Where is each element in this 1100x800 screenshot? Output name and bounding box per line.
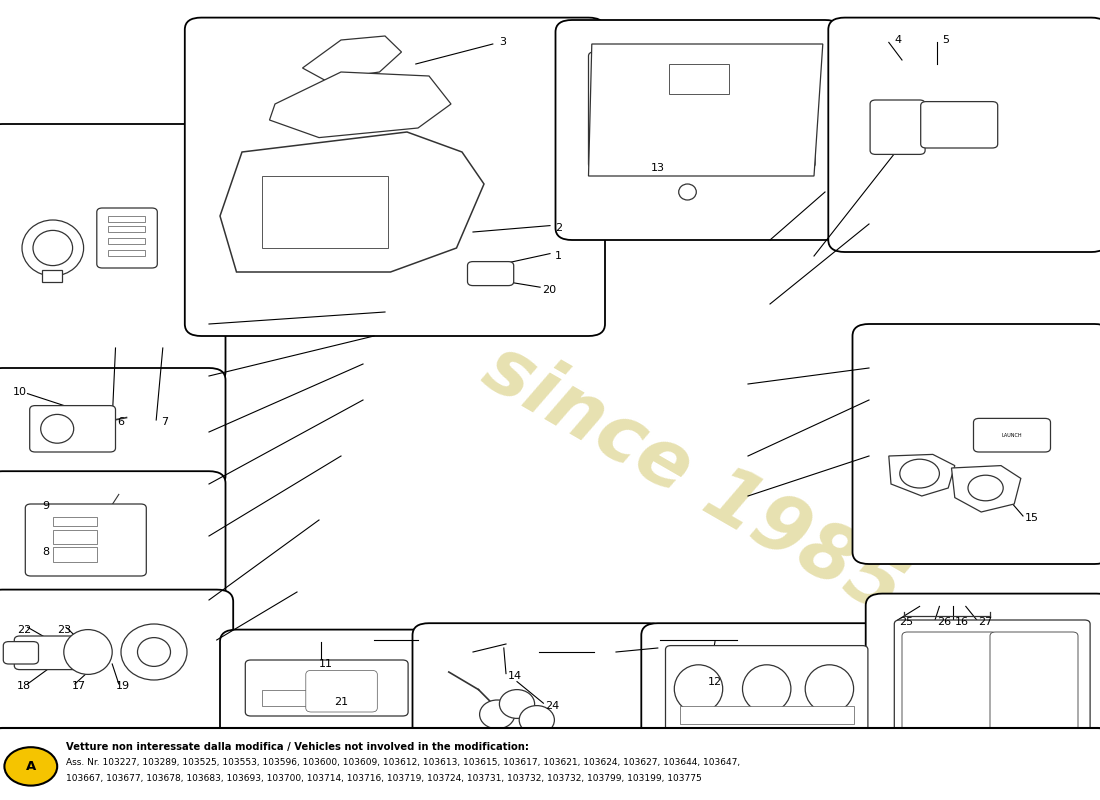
Ellipse shape [64,630,112,674]
FancyBboxPatch shape [0,590,233,750]
Polygon shape [270,72,451,138]
Ellipse shape [33,230,73,266]
Text: LAUNCH: LAUNCH [1002,433,1022,438]
FancyBboxPatch shape [666,646,868,732]
FancyBboxPatch shape [974,418,1050,452]
Text: 3: 3 [499,37,506,46]
Ellipse shape [121,624,187,680]
Text: 10: 10 [13,387,26,397]
FancyBboxPatch shape [902,632,997,744]
Text: 22: 22 [18,625,31,634]
FancyBboxPatch shape [588,52,815,168]
Ellipse shape [22,220,84,276]
FancyBboxPatch shape [641,623,894,758]
Text: 18: 18 [18,682,31,691]
Ellipse shape [805,665,854,713]
Bar [262,176,388,248]
Text: 14: 14 [508,671,521,681]
Ellipse shape [674,665,723,713]
Text: 16: 16 [955,618,968,627]
FancyBboxPatch shape [556,20,842,240]
Ellipse shape [41,414,74,443]
Bar [680,706,854,724]
Bar [262,690,306,706]
Ellipse shape [138,638,170,666]
Text: since 1985: since 1985 [470,330,916,630]
Text: 9: 9 [43,501,50,510]
Bar [108,226,145,232]
FancyBboxPatch shape [0,728,1100,800]
FancyBboxPatch shape [306,670,377,712]
Text: 23: 23 [57,625,70,634]
Bar [108,250,145,256]
FancyBboxPatch shape [14,636,89,670]
Bar [53,530,97,544]
Ellipse shape [480,700,515,729]
Text: 103667, 103677, 103678, 103683, 103693, 103700, 103714, 103716, 103719, 103724, : 103667, 103677, 103678, 103683, 103693, … [66,774,702,783]
Polygon shape [588,44,823,176]
Text: 19: 19 [117,682,130,691]
Ellipse shape [900,459,939,488]
Text: 7: 7 [162,418,168,427]
FancyBboxPatch shape [866,594,1100,774]
FancyBboxPatch shape [828,18,1100,252]
FancyBboxPatch shape [0,368,226,488]
Ellipse shape [742,665,791,713]
Circle shape [4,747,57,786]
Text: Ass. Nr. 103227, 103289, 103525, 103553, 103596, 103600, 103609, 103612, 103613,: Ass. Nr. 103227, 103289, 103525, 103553,… [66,758,740,767]
Polygon shape [302,36,402,80]
FancyBboxPatch shape [25,504,146,576]
Text: 11: 11 [319,659,332,669]
Text: 12: 12 [708,677,722,686]
Bar [108,238,145,244]
FancyBboxPatch shape [0,124,226,384]
Text: 25: 25 [900,618,913,627]
Text: 24: 24 [546,701,559,710]
Text: 20: 20 [542,285,556,294]
FancyBboxPatch shape [245,660,408,716]
Text: 5: 5 [943,35,949,45]
Ellipse shape [679,184,696,200]
Ellipse shape [519,706,554,734]
FancyBboxPatch shape [412,623,666,758]
Bar [53,517,97,526]
Ellipse shape [499,690,535,718]
Text: 15: 15 [1025,514,1038,523]
Text: 8: 8 [43,547,50,557]
FancyBboxPatch shape [870,100,925,154]
Bar [669,64,729,94]
Text: 26: 26 [937,618,950,627]
FancyBboxPatch shape [852,324,1100,564]
Text: 13: 13 [651,163,664,173]
Ellipse shape [968,475,1003,501]
Bar [53,547,97,562]
FancyBboxPatch shape [894,620,1090,752]
FancyBboxPatch shape [468,262,514,286]
Text: 27: 27 [979,618,992,627]
FancyBboxPatch shape [30,406,116,452]
Polygon shape [952,466,1021,512]
FancyBboxPatch shape [97,208,157,268]
FancyBboxPatch shape [990,632,1078,744]
Text: 21: 21 [334,698,348,707]
Text: 1: 1 [556,251,562,261]
Text: 2: 2 [556,223,562,233]
Bar [42,270,62,282]
Text: 4: 4 [894,35,901,45]
Polygon shape [889,454,955,496]
FancyBboxPatch shape [3,642,38,664]
Polygon shape [220,132,484,272]
FancyBboxPatch shape [0,471,226,614]
FancyBboxPatch shape [185,18,605,336]
Text: Vetture non interessate dalla modifica / Vehicles not involved in the modificati: Vetture non interessate dalla modifica /… [66,742,529,752]
Bar [108,216,145,222]
FancyBboxPatch shape [921,102,998,148]
Text: 17: 17 [73,682,86,691]
Text: 6: 6 [118,418,124,427]
Text: A: A [25,760,36,773]
FancyBboxPatch shape [220,630,434,742]
